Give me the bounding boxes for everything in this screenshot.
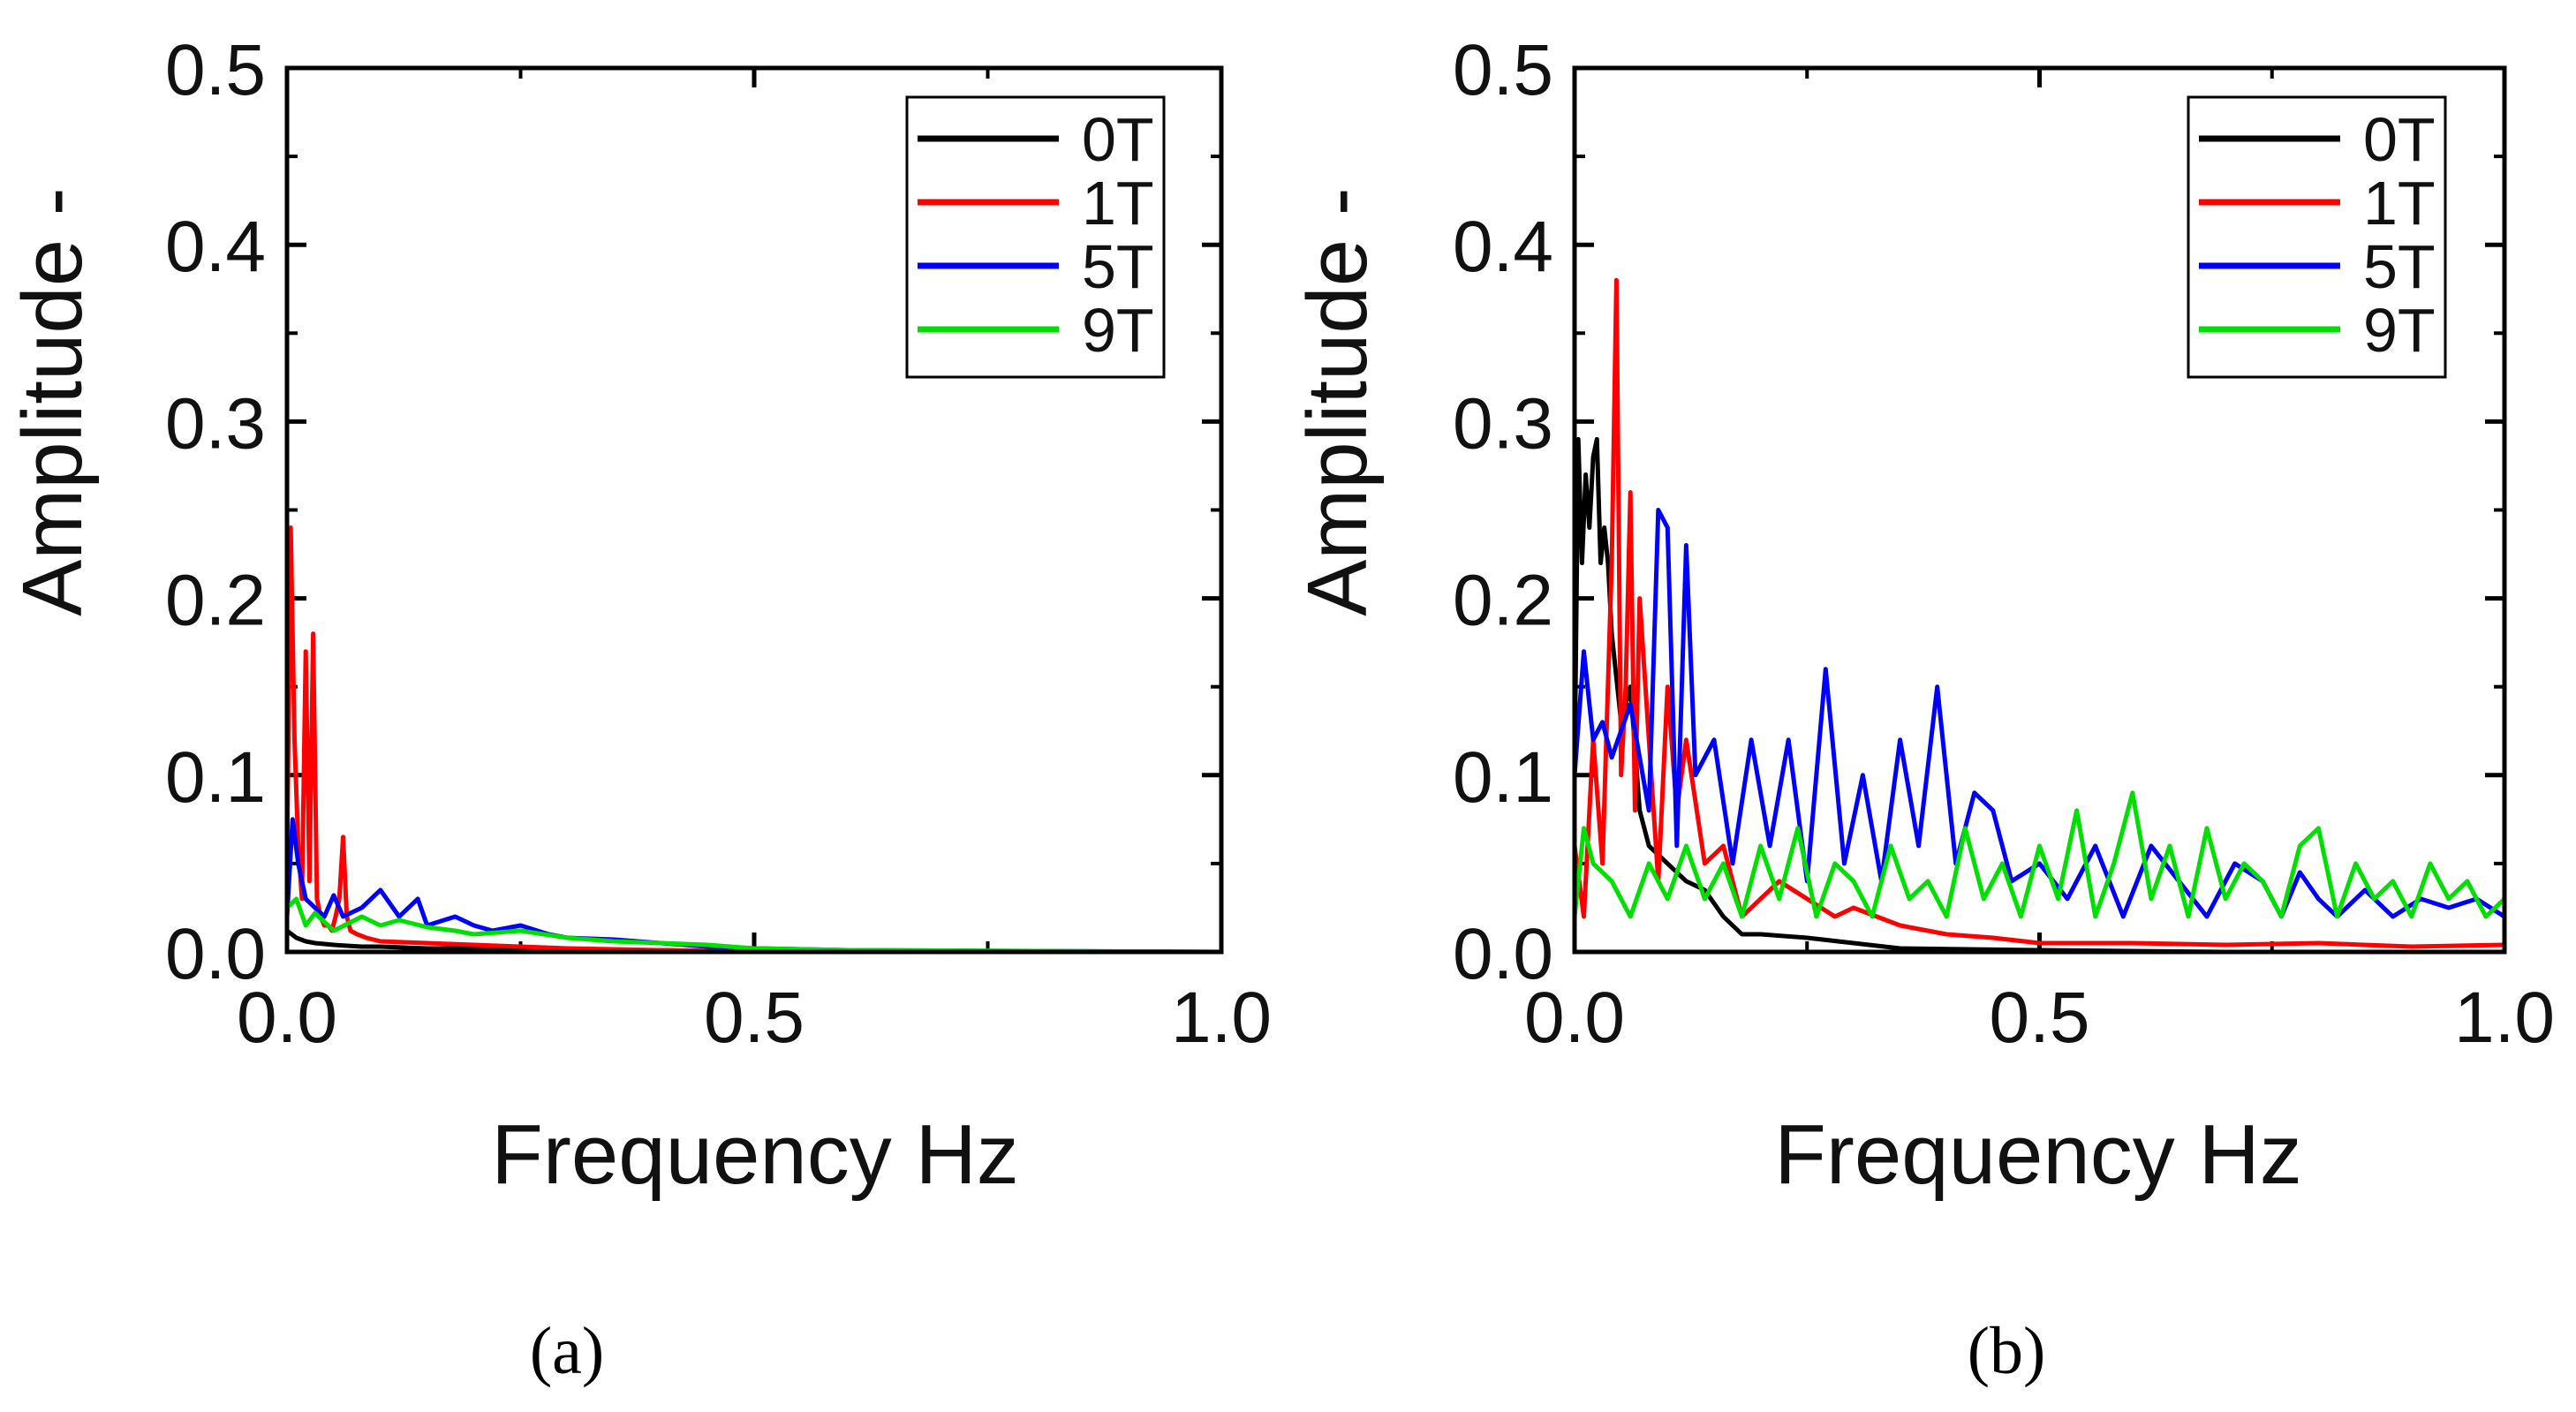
panel-caption: (a) [530, 1314, 604, 1388]
x-axis-label: Frequency Hz [491, 1107, 1019, 1202]
y-tick-label: 0.0 [165, 914, 266, 994]
series-line-9T [285, 896, 1222, 955]
y-tick-label: 0.5 [165, 30, 266, 110]
series-group [1572, 277, 2506, 955]
legend-label-1T: 1T [1082, 169, 1154, 238]
y-tick-label: 0.0 [1453, 914, 1553, 994]
x-tick-label: 0.5 [704, 978, 805, 1058]
legend-label-1T: 1T [2363, 169, 2436, 238]
series-line-0T [1572, 436, 2504, 955]
legend-label-5T: 5T [1082, 232, 1154, 301]
x-tick-label: 0.0 [237, 978, 337, 1058]
plot-frame [284, 65, 1224, 955]
legend-label-0T: 0T [1082, 105, 1154, 174]
x-axis-label: Frequency Hz [1774, 1107, 2302, 1202]
series-line-5T [1572, 508, 2506, 919]
y-tick-label: 0.4 [1453, 207, 1553, 287]
plot-frame [1572, 65, 2507, 955]
y-tick-label: 0.2 [1453, 561, 1553, 641]
x-tick-label: 0.0 [1524, 978, 1625, 1058]
y-axis-label: Amplitude - [1290, 187, 1385, 616]
series-line-1T [1572, 277, 2505, 949]
y-tick-label: 0.5 [1453, 30, 1553, 110]
panel-a: Amplitude - Frequency Hz 0.0 0.1 0.2 0.3 0.4… [5, 30, 1272, 1388]
y-axis-label: Amplitude - [5, 187, 100, 616]
panel-caption: (b) [1968, 1314, 2046, 1388]
legend-label-9T: 9T [2363, 296, 2436, 365]
x-tick-label: 0.5 [1990, 978, 2090, 1058]
tick-group: 0.0 0.1 0.2 0.3 0.4 0.5 0.0 0.5 1.0 [165, 30, 1272, 1058]
y-tick-label: 0.4 [165, 207, 266, 287]
y-tick-label: 0.3 [1453, 383, 1553, 464]
y-tick-label: 0.3 [165, 383, 266, 464]
panel-b: Amplitude - Frequency Hz 0.0 0.1 0.2 0.3 0.4… [1290, 30, 2555, 1388]
legend-label-5T: 5T [2363, 232, 2436, 301]
legend-label-0T: 0T [2363, 105, 2436, 174]
x-tick-label: 1.0 [2454, 978, 2555, 1058]
x-tick-label: 1.0 [1171, 978, 1272, 1058]
series-line-1T [284, 525, 1221, 955]
y-tick-label: 0.1 [1453, 737, 1553, 818]
series-line-9T [1572, 790, 2506, 919]
legend-label-9T: 9T [1082, 296, 1154, 365]
y-tick-label: 0.2 [165, 561, 266, 641]
y-tick-label: 0.1 [165, 737, 266, 818]
